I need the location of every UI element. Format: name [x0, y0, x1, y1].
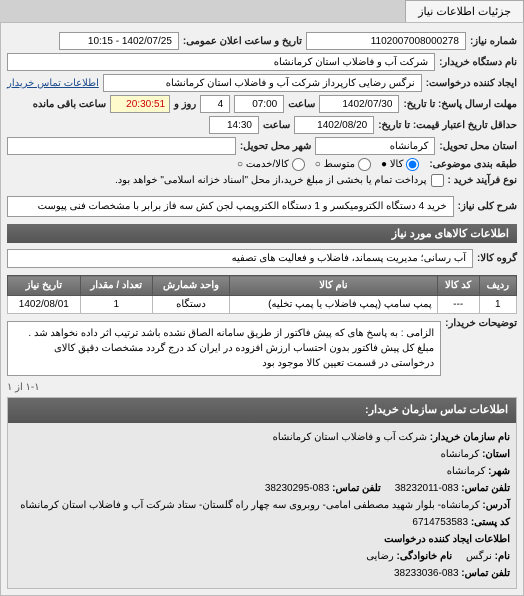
contact-org-label: نام سازمان خریدار: [430, 432, 510, 443]
desc-title-label: شرح کلی نیاز: [458, 201, 517, 212]
location-value: کرمانشاه [315, 137, 435, 155]
col-row: ردیف [479, 276, 516, 296]
city-value [7, 137, 236, 155]
radio-part[interactable] [292, 158, 305, 171]
class-label: طبقه بندی موضوعی: [429, 159, 517, 170]
req-number-label: شماره نیاز: [470, 36, 517, 47]
contact-postal: 6714753583 [412, 517, 468, 528]
page-nav: ۱-۱ از ۱ [7, 382, 517, 393]
days-label: روز و [174, 99, 196, 110]
process-label: نوع فرآیند خرید : [448, 175, 517, 186]
org-label: نام دستگاه خریدار: [439, 57, 517, 68]
contact-province: کرمانشاه [441, 449, 480, 460]
cell-row: 1 [479, 296, 516, 314]
time-label-1: ساعت [288, 99, 315, 110]
radio-all-label: کالا ● [381, 159, 403, 170]
contact-family-label: نام خانوادگی: [397, 551, 453, 562]
radio-part-label: کالا/خدمت ○ [237, 159, 289, 170]
days-remaining: 4 [200, 95, 230, 113]
radio-mid-label: متوسط ○ [315, 159, 355, 170]
table-header-row: ردیف کد کالا نام کالا واحد شمارش تعداد /… [8, 276, 517, 296]
check-label: پرداخت تمام یا بخشی از مبلغ خرید،از محل … [115, 175, 427, 186]
col-date: تاریخ نیاز [8, 276, 81, 296]
radio-opt-mid[interactable]: متوسط ○ [315, 158, 371, 171]
items-table: ردیف کد کالا نام کالا واحد شمارش تعداد /… [7, 275, 517, 314]
contact-name-label: نام: [495, 551, 510, 562]
group-value: آب رسانی؛ مدیریت پسماند، فاضلاب و فعالیت… [7, 249, 473, 268]
col-qty: تعداد / مقدار [80, 276, 152, 296]
deadline-date: 1402/07/30 [319, 95, 399, 113]
tab-details[interactable]: جزئیات اطلاعات نیاز [405, 0, 524, 22]
radio-mid[interactable] [358, 158, 371, 171]
org-value: شرکت آب و فاضلاب استان کرمانشاه [7, 53, 435, 71]
desc-title: خرید 4 دستگاه الکترومیکسر و 1 دستگاه الک… [7, 196, 454, 217]
validity-time: 14:30 [209, 116, 259, 134]
contact-phone: 083-38232011 [395, 483, 459, 494]
contact-phone2: 083-38233036 [394, 568, 459, 579]
treasury-checkbox[interactable] [431, 174, 444, 187]
deadline-time: 07:00 [234, 95, 284, 113]
items-section-header: اطلاعات کالاهای مورد نیاز [7, 224, 517, 243]
deadline-label: مهلت ارسال پاسخ: تا تاریخ: [403, 99, 517, 110]
table-row: 1 --- پمپ سامپ (پمپ فاضلاب یا پمپ تخلیه)… [8, 296, 517, 314]
radio-opt-part[interactable]: کالا/خدمت ○ [237, 158, 305, 171]
location-label: استان محل تحویل: [439, 141, 517, 152]
creator-label: اطلاعات ایجاد کننده درخواست [384, 534, 510, 545]
radio-all[interactable] [406, 158, 419, 171]
contact-province-label: استان: [482, 449, 510, 460]
cell-name: پمپ سامپ (پمپ فاضلاب یا پمپ تخلیه) [230, 296, 438, 314]
contact-org: شرکت آب و فاضلاب استان کرمانشاه [273, 432, 427, 443]
validity-date: 1402/08/20 [294, 116, 374, 134]
col-name: نام کالا [230, 276, 438, 296]
contact-section: اطلاعات تماس سازمان خریدار: نام سازمان خ… [7, 397, 517, 589]
note-label: توضیحات خریدار: [445, 318, 517, 329]
requester-label: ایجاد کننده درخواست: [426, 78, 517, 89]
contact-address: کرمانشاه- بلوار شهید مصطفی امامی- روبروی… [20, 500, 479, 511]
req-number-value: 1102007008000278 [306, 32, 466, 50]
contact-name: نرگس [466, 551, 492, 562]
city-label: شهر محل تحویل: [240, 141, 312, 152]
col-code: کد کالا [437, 276, 479, 296]
time-remaining: 20:30:51 [110, 95, 170, 113]
cell-qty: 1 [80, 296, 152, 314]
contact-postal-label: کد پستی: [471, 517, 510, 528]
contact-phone-label: تلفن تماس: [461, 483, 510, 494]
contact-address-label: آدرس: [482, 500, 510, 511]
contact-header: اطلاعات تماس سازمان خریدار: [8, 398, 516, 423]
group-label: گروه کالا: [477, 253, 517, 264]
cell-code: --- [437, 296, 479, 314]
col-unit: واحد شمارش [152, 276, 229, 296]
public-datetime-label: تاریخ و ساعت اعلان عمومی: [183, 36, 302, 47]
contact-fax-top-label: تلفن تماس: [332, 483, 381, 494]
main-panel: شماره نیاز: 1102007008000278 تاریخ و ساع… [0, 22, 524, 596]
public-datetime-value: 1402/07/25 - 10:15 [59, 32, 179, 50]
contact-phone2-label: تلفن تماس: [461, 568, 510, 579]
contact-fax-top: 083-38230295 [265, 483, 330, 494]
time-label-2: ساعت [263, 120, 290, 131]
cell-unit: دستگاه [152, 296, 229, 314]
validity-label: حداقل تاریخ اعتبار قیمت: تا تاریخ: [378, 120, 517, 131]
note-text: الزامی : به پاسخ های که پیش فاکتور از طر… [7, 321, 441, 376]
contact-city-label: شهر: [488, 466, 510, 477]
remaining-label: ساعت باقی مانده [33, 99, 106, 110]
contact-city: کرمانشاه [447, 466, 486, 477]
requester-value: نرگس رضایی کارپرداز شرکت آب و فاضلاب است… [103, 74, 422, 92]
contact-family: رضایی [366, 551, 394, 562]
radio-opt-all[interactable]: کالا ● [381, 158, 419, 171]
contact-link[interactable]: اطلاعات تماس خریدار [7, 78, 99, 89]
tab-bar: جزئیات اطلاعات نیاز [0, 0, 524, 22]
cell-date: 1402/08/01 [8, 296, 81, 314]
